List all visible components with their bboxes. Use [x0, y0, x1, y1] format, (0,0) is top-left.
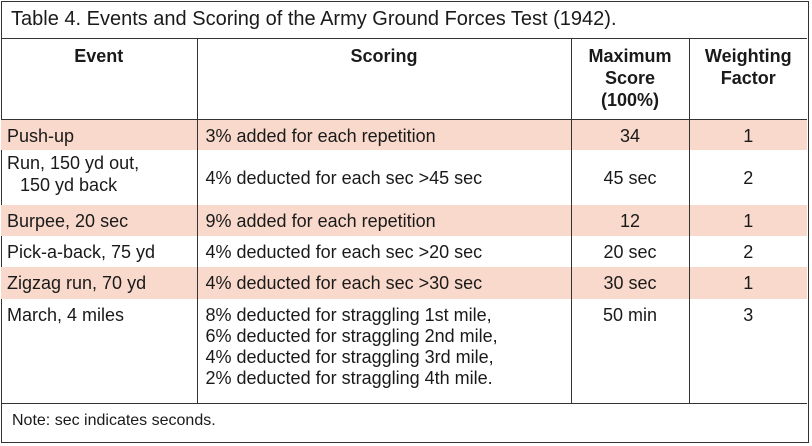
scoring-cell: 3% added for each repetition: [197, 119, 572, 150]
header-scoring: Scoring: [197, 39, 572, 120]
header-row: Event Scoring Maximum Score (100%) Weigh…: [1, 39, 807, 120]
event-cell: Zigzag run, 70 yd: [1, 267, 198, 299]
events-table: Event Scoring Maximum Score (100%) Weigh…: [1, 39, 807, 404]
scoring-cell: 9% added for each repetition: [197, 205, 572, 236]
event-cell: March, 4 miles: [1, 299, 198, 404]
scoring-cell: 4% deducted for each sec >45 sec: [197, 150, 572, 205]
weight-cell: 2: [743, 167, 754, 188]
max-score-cell: 30 sec: [571, 267, 690, 299]
table-row: Zigzag run, 70 yd 4% deducted for each s…: [1, 267, 807, 299]
table-note: Note: sec indicates seconds.: [12, 412, 216, 429]
scoring-line: 8% deducted for straggling 1st mile,: [205, 305, 492, 325]
weight-cell: 1: [689, 205, 807, 236]
header-max-score: Maximum Score (100%): [571, 39, 690, 120]
event-cell: Burpee, 20 sec: [1, 205, 198, 236]
header-weighting-factor: Weighting Factor: [689, 39, 807, 120]
max-score-cell: 20 sec: [571, 236, 690, 267]
table-row: Run, 150 yd out, 150 yd back 4% deducted…: [1, 150, 807, 205]
weight-cell: 2: [743, 242, 754, 262]
weight-cell: 1: [689, 267, 807, 299]
table-row: Burpee, 20 sec 9% added for each repetit…: [1, 205, 807, 236]
scoring-line: 4% deducted for straggling 3rd mile,: [205, 347, 494, 367]
scoring-line: 6% deducted for straggling 2nd mile,: [205, 326, 498, 346]
event-cell: Push-up: [1, 119, 198, 150]
weight-cell: 3: [689, 299, 807, 404]
max-score-cell: 34: [571, 119, 690, 150]
max-score-cell: 50 min: [571, 299, 690, 404]
event-cell: Run, 150 yd out, 150 yd back: [1, 150, 198, 205]
table-row: March, 4 miles 8% deducted for stragglin…: [1, 299, 807, 404]
scoring-cell: 4% deducted for each sec >20 sec: [197, 236, 572, 267]
max-score-cell: 45 sec: [571, 150, 690, 205]
table-caption: Table 4. Events and Scoring of the Army …: [1, 1, 807, 39]
table-row: Pick-a-back, 75 yd 4% deducted for each …: [1, 236, 807, 267]
scoring-cell: 8% deducted for straggling 1st mile, 6% …: [197, 299, 572, 404]
max-score-cell: 12: [571, 205, 690, 236]
scoring-cell: 4% deducted for each sec >30 sec: [197, 267, 572, 299]
table-row: Push-up 3% added for each repetition 34 …: [1, 119, 807, 150]
weight-cell: 1: [689, 119, 807, 150]
scoring-line: 2% deducted for straggling 4th mile.: [205, 368, 493, 388]
event-cell: Pick-a-back, 75 yd: [1, 236, 198, 267]
header-event: Event: [1, 39, 198, 120]
